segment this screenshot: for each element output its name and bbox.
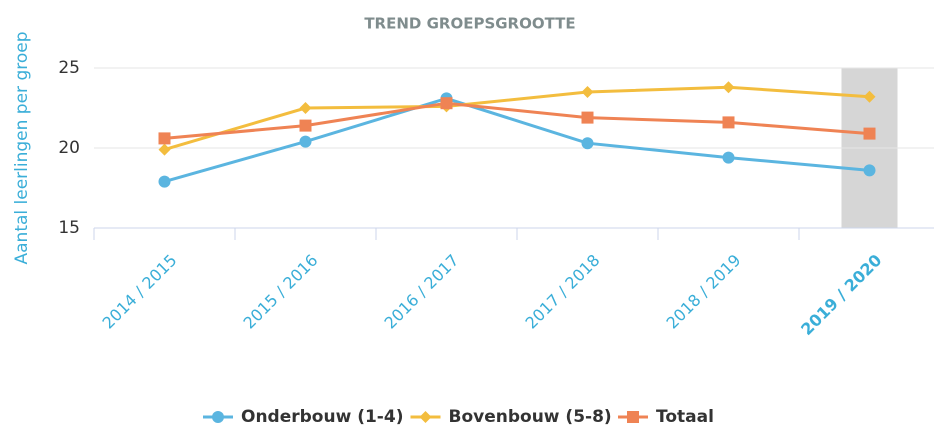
point xyxy=(299,102,312,114)
point xyxy=(722,151,735,164)
point xyxy=(440,97,453,110)
y-tick-label: 25 xyxy=(58,58,80,78)
legend-label: Onderbouw (1-4) xyxy=(241,407,403,427)
legend-label: Bovenbouw (5-8) xyxy=(449,407,612,427)
y-tick-label: 15 xyxy=(58,218,80,238)
x-tick-label: 2015 / 2016 xyxy=(239,251,321,333)
legend-item: Totaal xyxy=(618,407,714,427)
x-tick-label: 2019 / 2020 xyxy=(797,251,885,339)
x-tick-label: 2017 / 2018 xyxy=(521,251,603,333)
point xyxy=(212,411,224,423)
point xyxy=(627,411,639,423)
y-tick-label: 20 xyxy=(58,138,80,158)
x-tick-label: 2016 / 2017 xyxy=(380,251,462,333)
legend-label: Totaal xyxy=(656,407,714,427)
point xyxy=(863,127,876,140)
chart-title: TREND GROEPSGROOTTE xyxy=(364,15,575,33)
point xyxy=(299,135,312,148)
point xyxy=(581,137,594,150)
point xyxy=(158,175,171,188)
legend-item: Bovenbouw (5-8) xyxy=(410,407,612,427)
point xyxy=(158,132,171,145)
point xyxy=(419,411,432,423)
legend-item: Onderbouw (1-4) xyxy=(203,407,403,427)
point xyxy=(863,164,876,177)
point xyxy=(158,143,171,156)
point xyxy=(299,119,312,132)
point xyxy=(581,111,594,124)
series-line xyxy=(164,85,870,152)
point xyxy=(722,81,735,94)
x-tick-label: 2014 / 2015 xyxy=(98,251,180,333)
series-line xyxy=(164,101,870,140)
point xyxy=(863,90,876,103)
point xyxy=(722,116,735,129)
point xyxy=(581,86,594,98)
x-tick-label: 2018 / 2019 xyxy=(662,251,744,333)
series-line xyxy=(164,96,870,184)
y-axis-label: Aantal leerlingen per groep xyxy=(12,31,32,264)
